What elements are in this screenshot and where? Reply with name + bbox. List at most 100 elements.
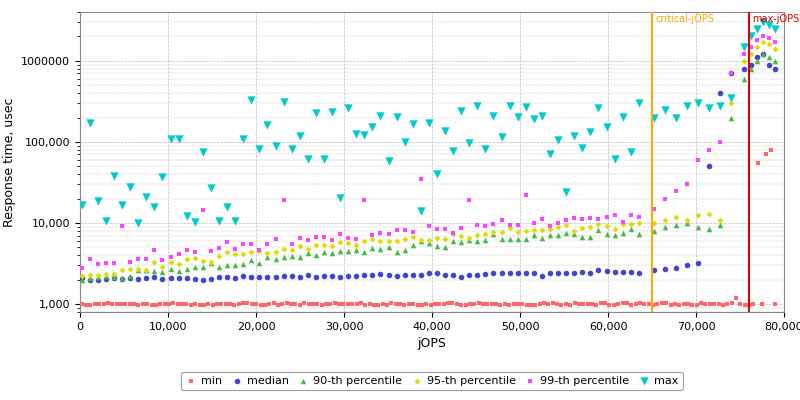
99-th percentile [487, 221, 500, 228]
max [568, 133, 581, 140]
90-th percentile [769, 58, 782, 64]
min [263, 301, 276, 308]
90-th percentile [366, 245, 378, 252]
90-th percentile [124, 272, 137, 279]
99-th percentile [584, 215, 597, 222]
90-th percentile [99, 273, 112, 279]
99-th percentile [390, 226, 403, 233]
median [108, 275, 121, 281]
max [390, 114, 403, 120]
min [747, 300, 760, 307]
90-th percentile [116, 275, 129, 282]
min [472, 300, 485, 306]
max [422, 120, 435, 126]
95-th percentile [229, 251, 242, 258]
max [725, 95, 738, 101]
99-th percentile [414, 176, 427, 182]
99-th percentile [245, 241, 258, 247]
min [372, 302, 385, 308]
95-th percentile [503, 224, 516, 231]
median [692, 260, 705, 266]
95-th percentile [342, 239, 354, 246]
Y-axis label: Response time, usec: Response time, usec [2, 97, 16, 227]
90-th percentile [205, 260, 218, 266]
max [229, 218, 242, 224]
min [516, 300, 529, 307]
99-th percentile [725, 70, 738, 76]
99-th percentile [552, 220, 565, 226]
median [624, 269, 637, 275]
max [430, 171, 443, 178]
median [560, 270, 573, 276]
median [495, 270, 508, 276]
99-th percentile [294, 234, 306, 241]
max [326, 109, 338, 115]
max [535, 113, 548, 120]
median [398, 272, 411, 278]
95-th percentile [382, 238, 395, 244]
min [612, 301, 625, 307]
median [438, 272, 451, 278]
90-th percentile [213, 264, 226, 270]
95-th percentile [350, 242, 362, 248]
max [180, 213, 193, 219]
median [702, 163, 715, 170]
min [477, 301, 490, 308]
95-th percentile [334, 239, 346, 245]
median [205, 276, 218, 282]
median [269, 273, 282, 280]
99-th percentile [738, 51, 751, 58]
99-th percentile [543, 223, 556, 230]
max [750, 25, 763, 32]
min [738, 301, 751, 308]
90-th percentile [245, 257, 258, 264]
median [164, 275, 177, 281]
median [91, 277, 104, 284]
95-th percentile [702, 210, 715, 217]
90-th percentile [560, 230, 573, 236]
95-th percentile [326, 242, 338, 249]
90-th percentile [253, 260, 266, 266]
median [116, 276, 129, 282]
max [592, 105, 605, 112]
99-th percentile [495, 217, 508, 223]
median [608, 269, 621, 275]
99-th percentile [261, 241, 274, 248]
90-th percentile [714, 222, 726, 228]
90-th percentile [221, 262, 234, 268]
90-th percentile [358, 249, 370, 255]
min [721, 300, 734, 307]
min [520, 302, 533, 308]
95-th percentile [600, 223, 613, 230]
99-th percentile [568, 214, 581, 221]
99-th percentile [180, 246, 193, 253]
max [91, 197, 104, 204]
95-th percentile [681, 216, 694, 223]
min [438, 301, 450, 308]
median [681, 262, 694, 269]
median [535, 273, 548, 280]
90-th percentile [624, 226, 637, 232]
min [712, 300, 725, 307]
min [376, 301, 389, 307]
min [630, 301, 642, 307]
min [306, 301, 319, 307]
median [302, 272, 314, 278]
min [324, 300, 337, 307]
min [594, 300, 607, 306]
min [237, 300, 250, 306]
min [246, 301, 258, 307]
min [742, 301, 755, 308]
min [219, 301, 232, 307]
95-th percentile [692, 212, 705, 218]
median [552, 270, 565, 276]
min [642, 300, 655, 307]
median [769, 66, 782, 72]
99-th percentile [140, 256, 153, 262]
99-th percentile [471, 222, 484, 228]
median [670, 265, 682, 271]
95-th percentile [366, 236, 378, 242]
90-th percentile [188, 264, 201, 270]
max [576, 145, 589, 152]
median [221, 274, 234, 280]
